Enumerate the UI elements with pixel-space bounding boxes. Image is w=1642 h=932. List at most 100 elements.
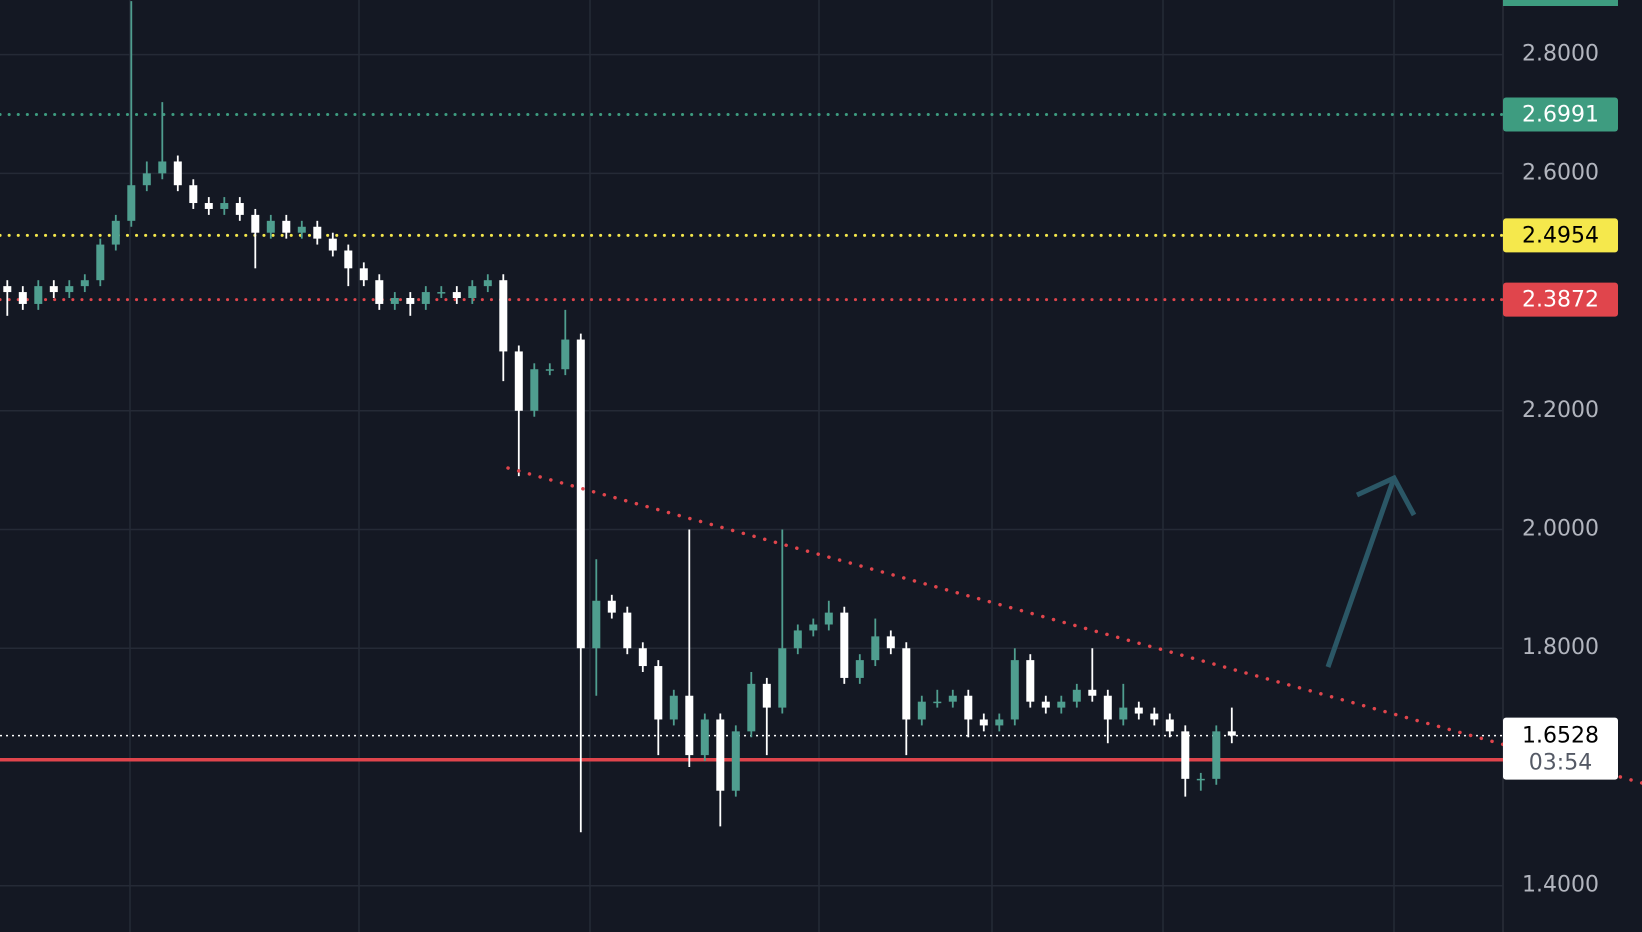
candle-body bbox=[716, 719, 725, 791]
candle-body bbox=[158, 161, 167, 174]
trendline bbox=[506, 466, 1642, 785]
candle-body bbox=[1010, 660, 1019, 720]
y-tick-label: 2.2000 bbox=[1522, 398, 1599, 423]
candle-body bbox=[762, 683, 771, 708]
candle-body bbox=[793, 630, 802, 649]
arrow-shaft bbox=[1325, 477, 1397, 668]
candle-body bbox=[840, 612, 849, 678]
candle-body bbox=[375, 280, 384, 304]
candle-body bbox=[731, 731, 740, 791]
candle-body bbox=[685, 695, 694, 756]
price-level-label: 2.6991 bbox=[1522, 103, 1599, 128]
price-level-tag bbox=[1503, 282, 1618, 317]
countdown-label: 03:54 bbox=[1529, 751, 1592, 776]
candle-body bbox=[824, 612, 833, 625]
candle-body bbox=[1134, 707, 1143, 714]
candle-body bbox=[251, 214, 260, 233]
arrow bbox=[1325, 474, 1417, 668]
candle-body bbox=[499, 280, 508, 352]
y-tick-label: 1.8000 bbox=[1522, 635, 1599, 660]
candle-body bbox=[809, 624, 818, 631]
candle-body bbox=[111, 220, 120, 245]
current-price-label: 1.6528 bbox=[1522, 724, 1599, 749]
candle-body bbox=[917, 701, 926, 720]
candle-body bbox=[1088, 689, 1097, 696]
candle-body bbox=[933, 701, 942, 704]
candle-body bbox=[747, 683, 756, 732]
price-level-tag bbox=[1503, 97, 1618, 132]
candle-body bbox=[18, 292, 27, 304]
candle-body bbox=[995, 719, 1004, 726]
candle-body bbox=[576, 339, 585, 649]
candle-body bbox=[1057, 701, 1066, 708]
candle-body bbox=[964, 695, 973, 720]
candle-body bbox=[328, 238, 337, 251]
candle-body bbox=[297, 226, 306, 233]
candle-body bbox=[1150, 713, 1159, 720]
candle-body bbox=[855, 660, 864, 678]
candle-body bbox=[948, 695, 957, 702]
price-level-tag bbox=[1503, 218, 1618, 253]
candles bbox=[3, 1, 1236, 833]
y-tick-label: 2.0000 bbox=[1522, 517, 1599, 542]
candle-body bbox=[638, 648, 647, 667]
candle-body bbox=[49, 286, 58, 293]
candle-body bbox=[669, 695, 678, 720]
candle-body bbox=[778, 648, 787, 708]
candle-body bbox=[235, 203, 244, 215]
candle-body bbox=[3, 286, 12, 293]
price-level-label: 2.4954 bbox=[1522, 223, 1599, 248]
candle-body bbox=[886, 636, 895, 649]
candle-body bbox=[700, 719, 709, 756]
candle-body bbox=[654, 666, 663, 720]
arrow-head bbox=[1355, 474, 1417, 517]
candle-body bbox=[437, 292, 446, 294]
candle-body bbox=[1119, 707, 1128, 720]
candle-body bbox=[34, 286, 43, 304]
candle-body bbox=[452, 292, 461, 299]
candle-body bbox=[514, 351, 523, 411]
vertical-grid bbox=[129, 0, 1395, 932]
candle-body bbox=[390, 298, 399, 304]
candle-body bbox=[65, 286, 74, 293]
candle-body bbox=[80, 280, 89, 287]
candle-body bbox=[1181, 731, 1190, 779]
candle-body bbox=[592, 600, 601, 649]
offscreen-label bbox=[1503, 0, 1618, 6]
candle-body bbox=[313, 226, 322, 239]
candle-body bbox=[1072, 689, 1081, 702]
candle-body bbox=[545, 369, 554, 371]
candle-body bbox=[623, 612, 632, 649]
candle-body bbox=[1041, 701, 1050, 708]
candle-body bbox=[468, 286, 477, 299]
grid bbox=[0, 53, 1503, 887]
candle-body bbox=[406, 298, 415, 304]
candle-body bbox=[282, 220, 291, 233]
candle-body bbox=[1103, 695, 1112, 720]
candle-body bbox=[421, 292, 430, 304]
candle-body bbox=[96, 244, 105, 281]
candle-body bbox=[142, 173, 151, 186]
candle-body bbox=[902, 648, 911, 720]
axis-labels: 1.4000 1.8000 2.0000 2.2000 2.6000 2.8000 2.69… bbox=[1503, 42, 1618, 898]
current-price-tag bbox=[1503, 717, 1618, 780]
candle-body bbox=[1212, 731, 1221, 779]
candle-body bbox=[1165, 719, 1174, 732]
candle-body bbox=[607, 600, 616, 613]
candle-body bbox=[344, 250, 353, 269]
candle-body bbox=[871, 636, 880, 661]
candle-body bbox=[189, 185, 198, 204]
price-level-label: 2.3872 bbox=[1522, 288, 1599, 313]
candle-body bbox=[127, 185, 136, 221]
candle-body bbox=[1026, 660, 1035, 702]
candle-body bbox=[173, 161, 182, 186]
candle-body bbox=[1196, 778, 1205, 781]
candle-body bbox=[1227, 731, 1236, 736]
candle-body bbox=[530, 369, 539, 411]
candle-body bbox=[979, 719, 988, 726]
candle-body bbox=[266, 220, 275, 233]
candle-body bbox=[204, 203, 213, 209]
